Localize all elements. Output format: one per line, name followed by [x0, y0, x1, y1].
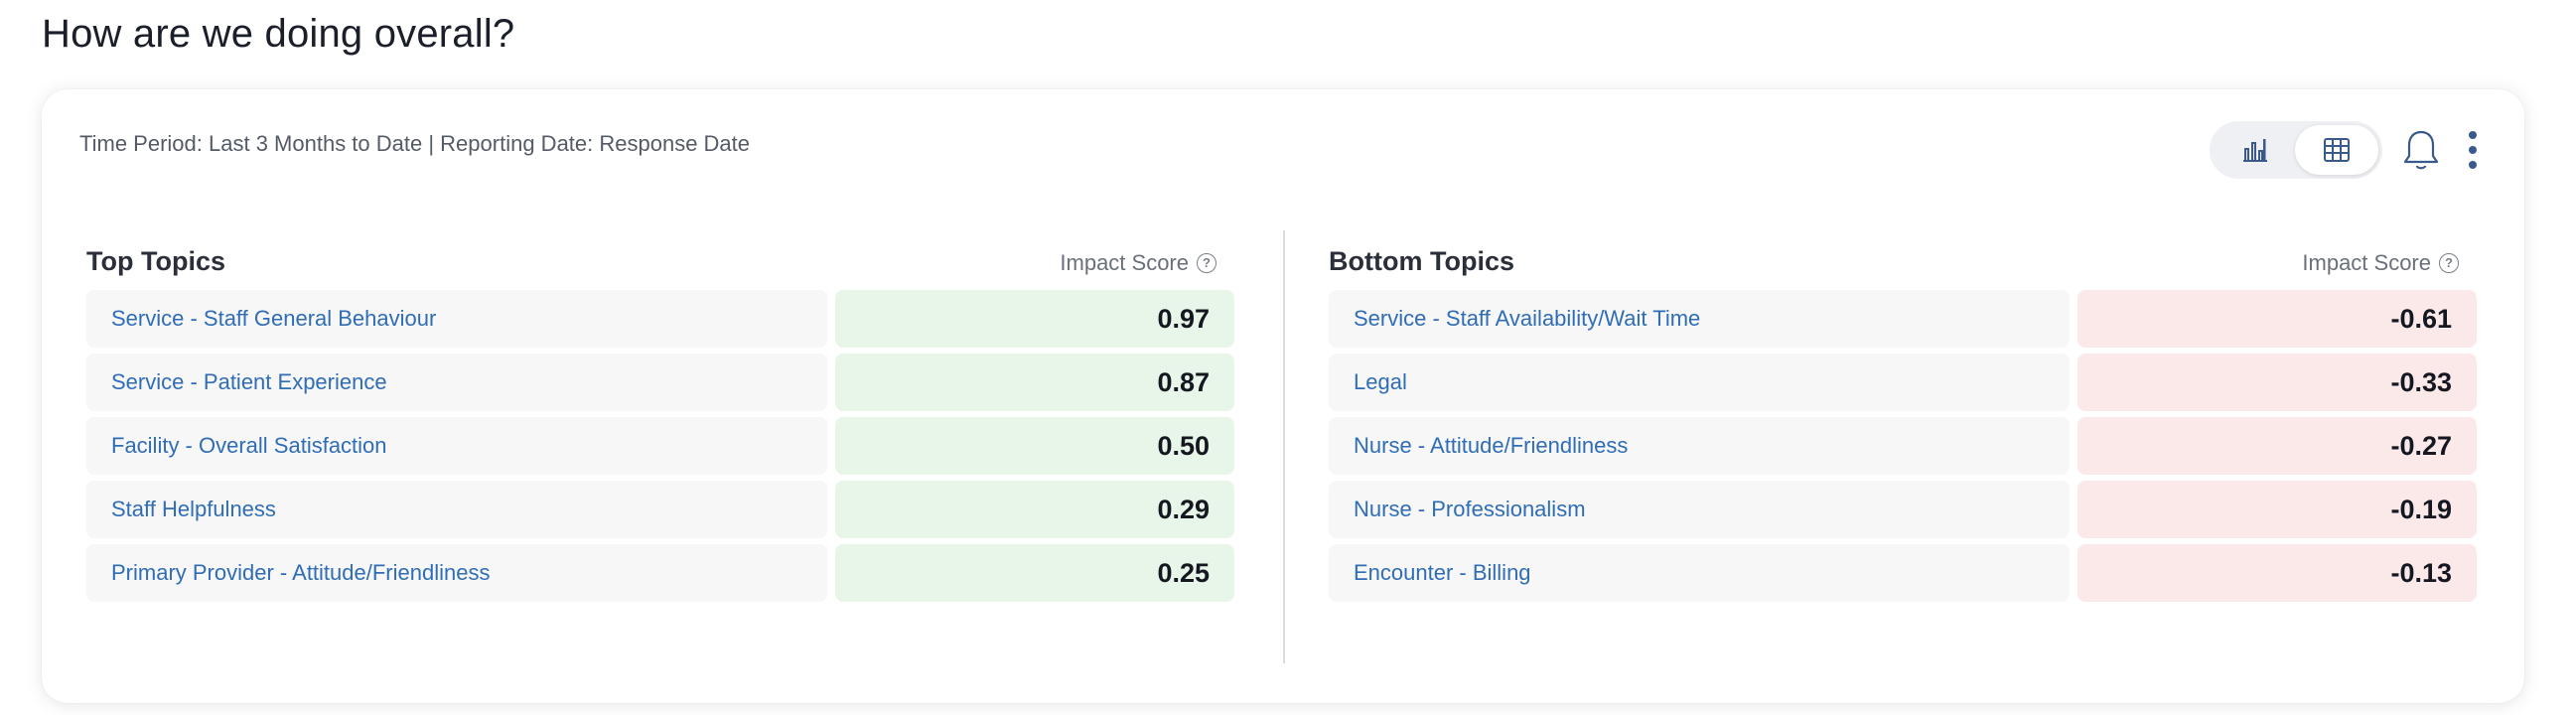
top-topics-panel: Top Topics Impact Score ? Service - Staf… — [86, 236, 1234, 608]
table-row: Nurse - Attitude/Friendliness -0.27 — [1329, 417, 2477, 475]
table-row: Staff Helpfulness 0.29 — [86, 481, 1234, 538]
impact-score-value: 0.29 — [835, 481, 1234, 538]
impact-score-value: 0.25 — [835, 544, 1234, 602]
impact-score-header: Impact Score ? — [2302, 250, 2459, 276]
topic-link[interactable]: Legal — [1329, 354, 2070, 411]
bottom-topics-panel: Bottom Topics Impact Score ? Service - S… — [1329, 236, 2477, 608]
alert-bell-button[interactable] — [2397, 125, 2445, 175]
topic-link[interactable]: Nurse - Attitude/Friendliness — [1329, 417, 2070, 475]
impact-score-value: -0.27 — [2077, 417, 2477, 475]
view-toggle — [2210, 121, 2382, 179]
topic-link[interactable]: Encounter - Billing — [1329, 544, 2070, 602]
table-row: Legal -0.33 — [1329, 354, 2477, 411]
table-row: Facility - Overall Satisfaction 0.50 — [86, 417, 1234, 475]
help-icon[interactable]: ? — [2439, 253, 2459, 273]
impact-score-value: -0.19 — [2077, 481, 2477, 538]
table-row: Nurse - Professionalism -0.19 — [1329, 481, 2477, 538]
table-row: Service - Staff General Behaviour 0.97 — [86, 290, 1234, 348]
top-topics-title: Top Topics — [86, 246, 225, 276]
bottom-topics-title: Bottom Topics — [1329, 246, 1514, 276]
impact-score-label: Impact Score — [1060, 250, 1189, 275]
impact-score-value: 0.87 — [835, 354, 1234, 411]
table-row: Service - Staff Availability/Wait Time -… — [1329, 290, 2477, 348]
bell-icon — [2403, 130, 2439, 170]
table-view-button[interactable] — [2295, 125, 2378, 175]
more-vertical-icon — [2469, 131, 2477, 169]
table-row: Primary Provider - Attitude/Friendliness… — [86, 544, 1234, 602]
impact-score-header: Impact Score ? — [1060, 250, 1216, 276]
topic-link[interactable]: Nurse - Professionalism — [1329, 481, 2070, 538]
bar-chart-icon — [2243, 139, 2267, 162]
panel-divider — [1283, 230, 1285, 663]
impact-score-value: 0.50 — [835, 417, 1234, 475]
impact-score-value: -0.61 — [2077, 290, 2477, 348]
table-row: Service - Patient Experience 0.87 — [86, 354, 1234, 411]
topic-link[interactable]: Service - Staff General Behaviour — [86, 290, 827, 348]
table-row: Encounter - Billing -0.13 — [1329, 544, 2477, 602]
help-icon[interactable]: ? — [1197, 253, 1216, 273]
chart-view-button[interactable] — [2214, 125, 2297, 175]
more-options-button[interactable] — [2453, 125, 2493, 175]
overall-card: Time Period: Last 3 Months to Date | Rep… — [42, 89, 2524, 703]
impact-score-value: 0.97 — [835, 290, 1234, 348]
topic-link[interactable]: Service - Patient Experience — [86, 354, 827, 411]
table-icon — [2324, 138, 2350, 162]
impact-score-value: -0.33 — [2077, 354, 2477, 411]
topic-link[interactable]: Service - Staff Availability/Wait Time — [1329, 290, 2070, 348]
impact-score-label: Impact Score — [2302, 250, 2431, 275]
topic-link[interactable]: Primary Provider - Attitude/Friendliness — [86, 544, 827, 602]
topic-link[interactable]: Facility - Overall Satisfaction — [86, 417, 827, 475]
topic-link[interactable]: Staff Helpfulness — [86, 481, 827, 538]
filter-summary: Time Period: Last 3 Months to Date | Rep… — [79, 131, 751, 156]
impact-score-value: -0.13 — [2077, 544, 2477, 602]
page-title: How are we doing overall? — [42, 12, 515, 56]
